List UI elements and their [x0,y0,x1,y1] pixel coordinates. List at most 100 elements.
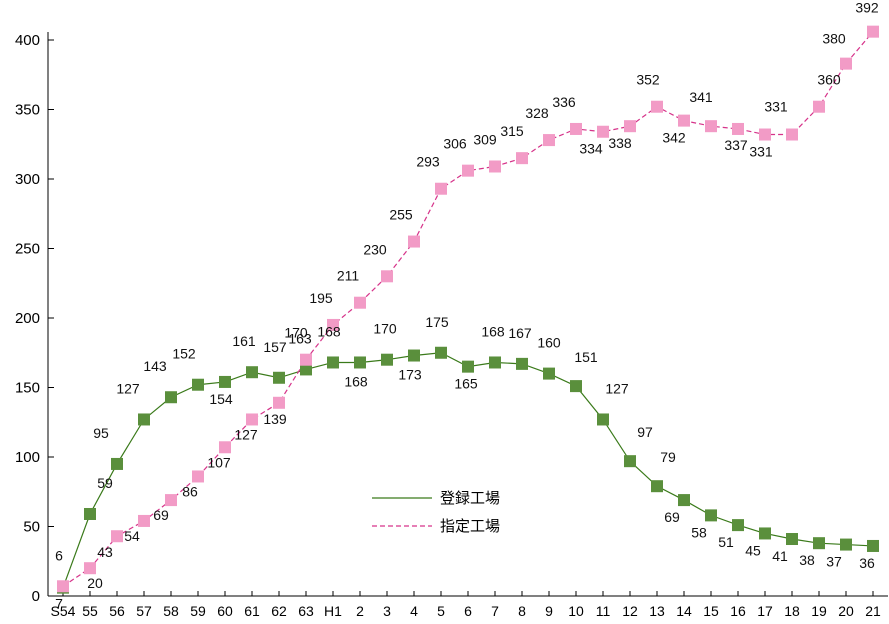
x-tick-label: 14 [676,603,692,619]
data-label: 163 [288,330,312,346]
data-point [138,413,150,426]
x-tick-label: 59 [190,603,206,619]
data-label: 306 [443,136,467,152]
data-label: 107 [207,454,231,470]
chart-axes [47,32,888,597]
y-tick-label: 300 [15,171,40,188]
data-label: 127 [234,426,258,442]
data-label: 59 [97,475,113,491]
data-point [867,539,879,552]
data-point [165,391,177,404]
data-point [786,128,798,141]
x-tick-label: 9 [545,603,553,619]
data-point [300,363,312,376]
data-point [678,494,690,507]
x-tick-label: 2 [356,603,364,619]
data-point [651,480,663,493]
x-tick-label: 12 [622,603,638,619]
data-label: 392 [855,0,879,16]
data-point [840,57,852,70]
x-tick-label: 62 [271,603,287,619]
data-label: 41 [772,548,788,564]
x-tick-label: 57 [136,603,152,619]
data-label: 173 [398,367,422,383]
data-point [624,120,636,133]
x-tick-label: 4 [410,603,418,619]
y-tick-label: 350 [15,102,40,119]
x-tick-label: S54 [51,603,76,619]
data-label: 69 [664,509,680,525]
data-point [354,296,366,309]
data-label: 160 [537,335,561,351]
data-label: 165 [454,376,478,392]
data-point [516,152,528,165]
data-label: 97 [637,424,653,440]
data-label: 170 [373,321,397,337]
data-label: 45 [745,542,761,558]
x-tick-label: 5 [437,603,445,619]
data-label: 195 [309,290,333,306]
data-point [192,378,204,391]
data-label: 342 [662,130,686,146]
data-label: 168 [317,323,341,339]
data-point [759,128,771,141]
data-point [732,122,744,135]
data-point [273,396,285,409]
data-label: 51 [718,534,734,550]
data-label: 315 [500,123,524,139]
data-label: 175 [425,314,449,330]
data-label: 334 [579,141,603,157]
data-label: 43 [97,544,113,560]
x-tick-label: 17 [757,603,773,619]
data-point [408,235,420,248]
data-label: 127 [605,380,629,396]
x-tick-label: 8 [518,603,526,619]
data-point [867,25,879,38]
legend-label: 登録工場 [440,489,500,507]
x-axis-ticks: S54 55 56 57 58 59 60 61 62 63 H1 2 3 4 5 6 7 8 9 10 11 12 13 1… [51,591,881,619]
x-tick-label: 16 [730,603,746,619]
data-label: 7 [55,595,63,611]
data-label: 20 [87,575,103,591]
data-label: 36 [859,555,875,571]
legend-label: 指定工場 [440,517,500,535]
y-tick-label: 400 [15,32,40,49]
data-point [381,270,393,283]
data-label: 95 [93,425,109,441]
data-point [516,357,528,370]
data-label: 168 [344,373,368,389]
data-label: 157 [263,339,287,355]
data-point [597,125,609,138]
data-point [597,413,609,426]
x-tick-label: 21 [865,603,881,619]
data-label: 86 [182,483,198,499]
data-point [570,122,582,135]
y-tick-label: 150 [15,380,40,397]
data-point [840,538,852,551]
data-label: 380 [822,31,846,47]
data-label: 293 [416,154,440,170]
y-tick-label: 200 [15,310,40,327]
data-point [165,494,177,507]
data-point [84,507,96,520]
series-markers [57,25,879,594]
data-label: 37 [826,554,842,570]
data-point [327,318,339,331]
x-tick-label: 18 [784,603,800,619]
data-label: 341 [689,89,713,105]
x-tick-label: 61 [244,603,260,619]
x-tick-label: 58 [163,603,179,619]
data-label: 79 [660,449,676,465]
data-label: 230 [363,241,387,257]
data-point [570,380,582,393]
data-point [462,164,474,177]
data-label: 255 [389,207,413,223]
data-point [705,509,717,522]
data-label: 127 [116,380,140,396]
data-point [732,519,744,532]
data-point [111,530,123,543]
x-tick-label: 7 [491,603,499,619]
data-label: 337 [724,137,748,153]
